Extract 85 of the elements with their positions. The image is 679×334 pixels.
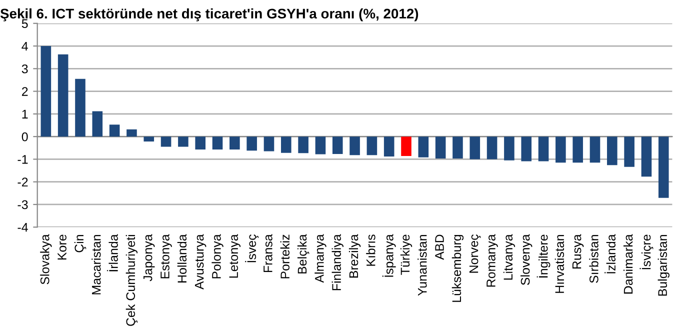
x-tick-label: Japonya bbox=[144, 234, 155, 282]
x-tick-label: Estonya bbox=[160, 234, 172, 278]
x-tick-label: Türkiye bbox=[400, 234, 412, 275]
x-tick-label: Bulgaristan bbox=[658, 234, 670, 296]
bar bbox=[332, 136, 343, 154]
bar bbox=[280, 136, 292, 153]
bar bbox=[178, 136, 188, 147]
bar bbox=[504, 136, 514, 160]
x-tick-label: Litvanya bbox=[503, 234, 516, 280]
x-tick-label: Lüksemburg bbox=[452, 234, 464, 302]
x-tick-label: Finlandiya bbox=[332, 234, 344, 290]
bar bbox=[538, 136, 549, 162]
y-tick-label: 4 bbox=[22, 42, 28, 51]
y-tick-label: -2 bbox=[18, 178, 28, 186]
bar bbox=[418, 136, 429, 158]
x-tick-label: İsviçre bbox=[640, 234, 654, 270]
x-tick-label: Sırbistan bbox=[589, 234, 598, 283]
bar bbox=[452, 136, 463, 159]
y-tick-label: 5 bbox=[22, 19, 28, 28]
bar bbox=[315, 136, 326, 154]
bar bbox=[230, 136, 240, 150]
bar bbox=[92, 111, 103, 137]
x-tick-label: İngiltere bbox=[536, 234, 550, 278]
chart-title: Şekil 6. ICT sektöründe net dış ticaret'in GSYH'a oranı (%, 2012) bbox=[0, 8, 418, 22]
bar bbox=[521, 136, 532, 162]
x-tick-label: Hırvatistan bbox=[554, 234, 564, 293]
y-tick-label: 3 bbox=[22, 64, 28, 74]
x-tick-label: Çin bbox=[74, 234, 86, 252]
bar bbox=[246, 136, 257, 151]
x-tick-label: Romanya bbox=[486, 234, 498, 287]
x-tick-label: İspanya bbox=[382, 234, 396, 277]
bar bbox=[435, 136, 446, 159]
x-tick-label: Slovakya bbox=[40, 234, 52, 284]
x-tick-label: Norveç bbox=[469, 234, 481, 273]
bar bbox=[40, 46, 52, 137]
x-tick-label: İsveç bbox=[245, 234, 259, 262]
bar bbox=[384, 136, 394, 156]
y-tick-label: -1 bbox=[18, 155, 28, 164]
x-tick-label: Slovenya bbox=[520, 234, 532, 286]
x-tick-label: Kıbrıs bbox=[366, 234, 376, 266]
y-tick-label: -4 bbox=[18, 223, 28, 232]
y-tick-label: 0 bbox=[22, 132, 28, 142]
x-tick-label: ABD bbox=[435, 234, 444, 260]
bar bbox=[195, 136, 206, 150]
x-tick-label: Kore bbox=[58, 234, 66, 260]
x-tick-label: Belçika bbox=[297, 234, 310, 274]
bar bbox=[75, 78, 86, 137]
bar bbox=[366, 136, 378, 156]
bar bbox=[350, 136, 360, 156]
bar bbox=[160, 136, 172, 147]
bar bbox=[212, 136, 223, 150]
y-tick-label: 2 bbox=[22, 87, 28, 96]
x-tick-label: Brezilya bbox=[348, 234, 361, 278]
bar bbox=[658, 136, 669, 198]
bar bbox=[58, 54, 68, 137]
bar bbox=[556, 136, 566, 163]
x-tick-label: İrlanda bbox=[106, 234, 118, 272]
x-tick-label: Almanya bbox=[314, 234, 326, 283]
bar bbox=[590, 136, 600, 163]
x-tick-label: Portekiz bbox=[280, 234, 290, 278]
x-tick-label: Avusturya bbox=[194, 234, 206, 290]
x-tick-label: Yunanistan bbox=[418, 234, 427, 296]
bar bbox=[641, 136, 652, 177]
x-tick-label: İzlanda bbox=[604, 234, 616, 274]
x-tick-label: Polonya bbox=[212, 234, 224, 278]
bar bbox=[401, 136, 412, 156]
x-tick-label: Fransa bbox=[264, 234, 272, 272]
bar bbox=[144, 136, 154, 142]
bar bbox=[572, 136, 583, 163]
bar bbox=[264, 136, 274, 152]
x-tick-label: Çek Cumhuriyeti bbox=[126, 234, 138, 326]
x-tick-label: Rusya bbox=[572, 234, 584, 269]
y-tick-label: -3 bbox=[18, 200, 28, 210]
bar bbox=[607, 136, 618, 166]
x-tick-label: Hollanda bbox=[177, 234, 187, 282]
bar bbox=[624, 136, 634, 167]
x-tick-label: Danimarka bbox=[623, 234, 633, 294]
bar bbox=[109, 124, 120, 137]
y-tick-label: 1 bbox=[22, 110, 28, 118]
x-tick-label: Macaristan bbox=[92, 234, 101, 294]
x-tick-label: Letonya bbox=[229, 234, 240, 278]
bar bbox=[486, 136, 498, 160]
bar bbox=[298, 136, 308, 154]
bar bbox=[470, 136, 480, 160]
bar bbox=[126, 129, 137, 137]
